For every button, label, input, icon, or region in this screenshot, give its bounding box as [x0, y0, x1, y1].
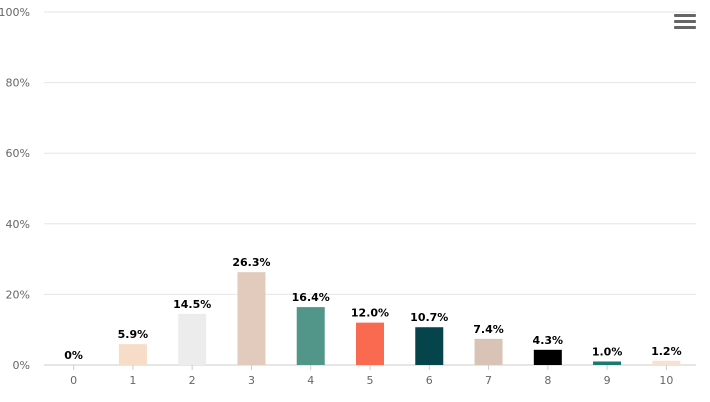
data-label-10: 1.2%	[651, 345, 682, 358]
x-tick-label-5: 5	[367, 374, 374, 387]
bar-9[interactable]	[593, 361, 622, 365]
bar-6[interactable]	[415, 327, 444, 365]
bar-1[interactable]	[118, 344, 147, 365]
data-label-1: 5.9%	[118, 328, 149, 341]
x-tick-label-6: 6	[426, 374, 433, 387]
x-tick-label-1: 1	[129, 374, 136, 387]
bar-4[interactable]	[296, 307, 325, 365]
bar-3[interactable]	[237, 272, 266, 365]
y-tick-label: 0%	[13, 359, 30, 372]
data-label-3: 26.3%	[232, 256, 270, 269]
x-tick-label-7: 7	[485, 374, 492, 387]
gridlines	[44, 11, 696, 366]
bar-2[interactable]	[178, 313, 207, 365]
x-tick-label-8: 8	[544, 374, 551, 387]
data-label-5: 12.0%	[351, 307, 389, 320]
hamburger-menu-icon	[674, 14, 696, 17]
x-axis: 0 1 2 3 4 5 6 7 8 9 10	[70, 365, 673, 387]
x-tick-label-3: 3	[248, 374, 255, 387]
bars	[118, 272, 681, 365]
x-tick-label-9: 9	[604, 374, 611, 387]
bar-10[interactable]	[652, 360, 681, 365]
y-tick-label: 20%	[6, 288, 30, 301]
chart-menu-button[interactable]	[674, 14, 696, 34]
x-tick-label-2: 2	[189, 374, 196, 387]
x-tick-label-4: 4	[307, 374, 314, 387]
data-label-9: 1.0%	[592, 345, 623, 358]
data-labels: 0% 5.9% 14.5% 26.3% 16.4% 12.0% 10.7% 7.4% 4.3% 1…	[64, 256, 681, 362]
data-label-4: 16.4%	[292, 291, 330, 304]
y-axis: 0% 20% 40% 60% 80% 100%	[0, 6, 30, 372]
y-tick-label: 60%	[6, 147, 30, 160]
data-label-8: 4.3%	[533, 334, 564, 347]
y-tick-label: 80%	[6, 77, 30, 90]
data-label-7: 7.4%	[473, 323, 504, 336]
x-tick-label-0: 0	[70, 374, 77, 387]
bar-7[interactable]	[474, 338, 503, 365]
y-tick-label: 40%	[6, 218, 30, 231]
data-label-0: 0%	[64, 349, 83, 362]
x-tick-label-10: 10	[659, 374, 673, 387]
data-label-2: 14.5%	[173, 298, 211, 311]
bar-5[interactable]	[356, 322, 384, 365]
y-tick-label: 100%	[0, 6, 30, 19]
bar-8[interactable]	[533, 349, 562, 365]
data-label-6: 10.7%	[410, 311, 448, 324]
